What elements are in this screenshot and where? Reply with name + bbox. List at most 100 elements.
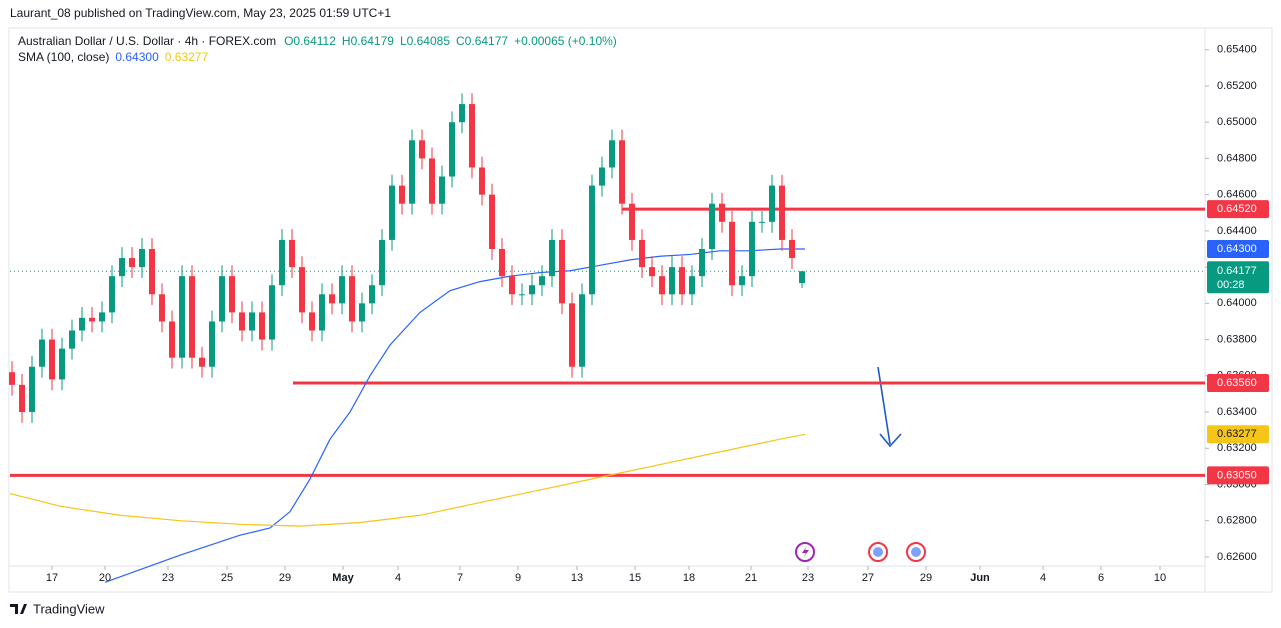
candle-body: [619, 140, 625, 204]
candle-body: [329, 294, 335, 304]
candle-body: [579, 294, 585, 367]
candle-body: [89, 317, 95, 322]
candle-body: [99, 312, 105, 322]
y-tick-label: 0.62800: [1217, 515, 1257, 527]
x-tick-label: 27: [862, 572, 874, 584]
sma-label: 0.64300: [1217, 243, 1257, 255]
arrow-head: [879, 433, 902, 448]
candle-body: [149, 248, 155, 295]
y-tick-label: 0.64000: [1217, 297, 1257, 309]
level-label-box: [1207, 374, 1269, 393]
level-label: 0.63050: [1217, 469, 1257, 481]
x-tick-label: 4: [1040, 572, 1046, 584]
event-icon-glyph: [873, 547, 883, 557]
candle-body: [289, 239, 295, 268]
candle-body: [29, 366, 35, 413]
last-price-box: [1207, 261, 1269, 294]
indicator-value: 0.64300: [115, 50, 159, 64]
candle-body: [279, 239, 285, 286]
x-tick-label: 23: [162, 572, 174, 584]
candle-body: [159, 294, 165, 322]
candle-body: [649, 267, 655, 277]
candle-body: [59, 348, 65, 380]
candle-body: [749, 221, 755, 277]
candle-body: [509, 276, 515, 295]
candle-body: [269, 285, 275, 340]
candle-body: [489, 194, 495, 249]
x-tick-label: 13: [571, 572, 583, 584]
candle-body: [319, 294, 325, 331]
candle-body: [79, 317, 85, 331]
candle-body: [599, 167, 605, 186]
candle-body: [469, 104, 475, 168]
x-tick-label: 15: [629, 572, 641, 584]
candle-body: [39, 339, 45, 367]
y-tick-label: 0.65200: [1217, 80, 1257, 92]
candle-body: [19, 384, 25, 413]
candle-body: [139, 248, 145, 268]
candle-body: [789, 239, 795, 259]
y-tick-label: 0.63200: [1217, 442, 1257, 454]
candle-body: [429, 158, 435, 204]
candle-body: [419, 140, 425, 159]
level-label-box: [1207, 466, 1269, 485]
candle-body: [219, 276, 225, 322]
event-icon-glyph: [911, 547, 921, 557]
indicator-value: 0.63277: [165, 50, 209, 64]
countdown: 00:28: [1217, 279, 1245, 291]
arrow: [877, 366, 891, 445]
x-tick-label: 21: [745, 572, 757, 584]
candle-body: [699, 248, 705, 277]
x-tick-label: 7: [457, 572, 463, 584]
candle-body: [769, 185, 775, 222]
y-tick-label: 0.65000: [1217, 116, 1257, 128]
candle-body: [589, 185, 595, 295]
candle-body: [359, 303, 365, 322]
candle-body: [209, 321, 215, 367]
candle-body: [169, 321, 175, 358]
candle-body: [479, 167, 485, 195]
candle-body: [559, 239, 565, 304]
x-tick-label: 10: [1154, 572, 1166, 584]
ohlc-value: H0.64179: [342, 34, 394, 48]
candle-body: [779, 185, 785, 240]
y-tick-label: 0.62600: [1217, 551, 1257, 563]
x-tick-label: 17: [46, 572, 58, 584]
y-tick-label: 0.63400: [1217, 406, 1257, 418]
candle-body: [499, 248, 505, 277]
ohlc-value: O0.64112: [284, 34, 336, 48]
candle-body: [259, 312, 265, 340]
y-tick-label: 0.64800: [1217, 152, 1257, 164]
candle-body: [759, 221, 765, 223]
symbol: Australian Dollar / U.S. Dollar · 4h · F…: [18, 34, 276, 48]
x-tick-label: 9: [515, 572, 521, 584]
candle-body: [529, 285, 535, 295]
logo: [10, 604, 27, 614]
candle-body: [349, 276, 355, 322]
candle-body: [519, 294, 525, 296]
candle-body: [189, 276, 195, 358]
candle-body: [109, 276, 115, 313]
candle-body: [179, 276, 185, 358]
candle-body: [199, 357, 205, 367]
x-tick-label: 18: [683, 572, 695, 584]
candle-body: [119, 258, 125, 277]
sma-line: [9, 433, 806, 527]
candle-body: [549, 239, 555, 277]
candle-body: [679, 267, 685, 295]
y-tick-label: 0.63800: [1217, 333, 1257, 345]
x-tick-label: 29: [920, 572, 932, 584]
candle-body: [639, 239, 645, 268]
candle-body: [689, 276, 695, 295]
candle-body: [309, 312, 315, 331]
indicator: SMA (100, close): [18, 50, 109, 64]
candle-body: [129, 258, 135, 268]
candle-body: [669, 267, 675, 295]
x-tick-label: 4: [395, 572, 401, 584]
candle-body: [239, 312, 245, 331]
candle-body: [709, 203, 715, 249]
candle-body: [9, 372, 15, 385]
level-label: 0.63560: [1217, 377, 1257, 389]
x-tick-label: Jun: [970, 572, 990, 584]
y-tick-label: 0.65400: [1217, 44, 1257, 56]
